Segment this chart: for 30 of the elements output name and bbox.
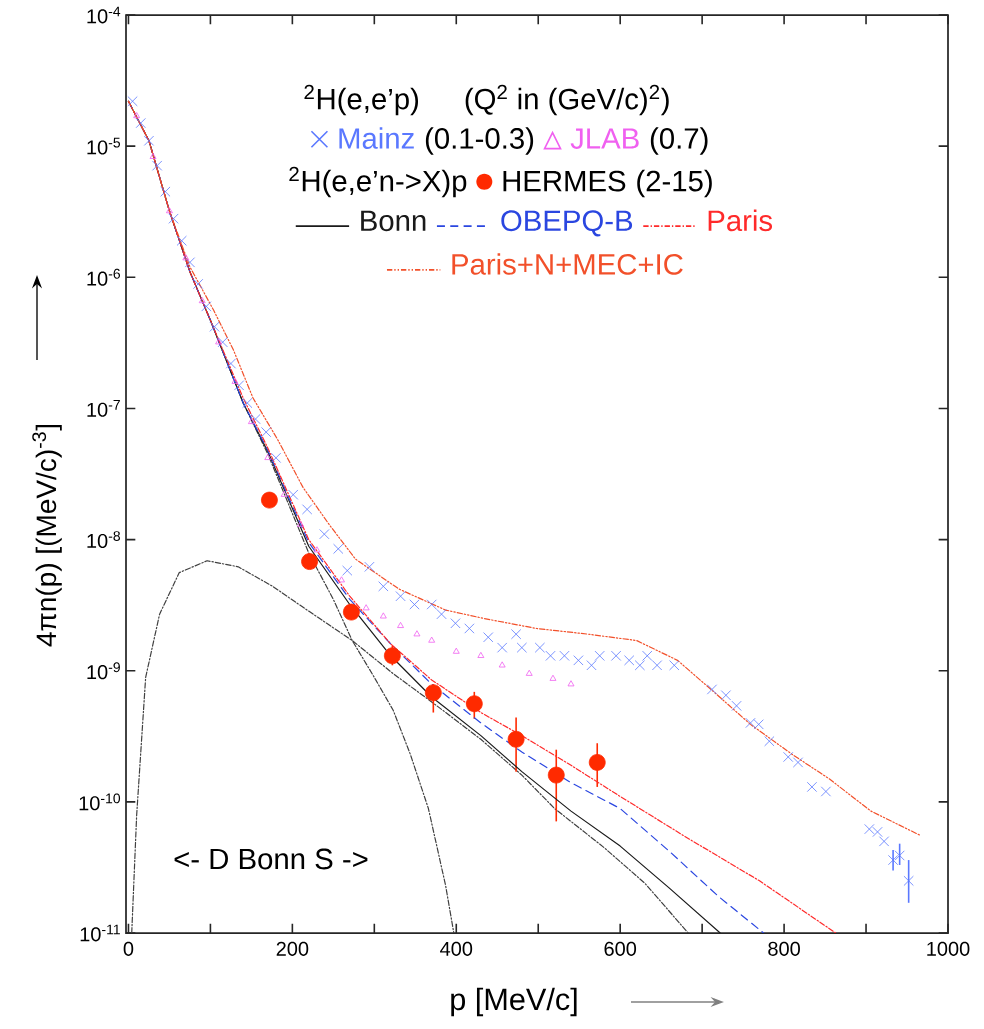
legend-label: Paris [708, 209, 773, 232]
annotation: $^{2}$H(e,e’p) [304, 84, 419, 116]
y-tick-label: 10$^{-9}$ [87, 662, 120, 680]
y-tick-label: 10$^{-5}$ [87, 137, 121, 155]
y-tick-label: 10$^{-11}$ [80, 924, 120, 942]
y-tick-label: 10$^{-4}$ [87, 6, 121, 24]
x-axis-title: p [MeV/c] [451, 987, 577, 1017]
x-tick-label: 800 [768, 941, 800, 956]
y-tick-label: 10$^{-10}$ [79, 793, 121, 811]
legend-label: Bonn [361, 210, 426, 232]
y-axis-title: 4πn(p) [(MeV/c)$^{-3}$] [32, 424, 62, 647]
y-tick-label: 10$^{-7}$ [87, 400, 120, 417]
x-tick-label: 1000 [927, 941, 970, 956]
x-tick-label: 200 [276, 941, 309, 956]
annotation: $^{2}$H(e,e’n->X)p [289, 166, 467, 198]
annotation: (0.7) [650, 127, 708, 155]
legend-label: JLAB [570, 128, 639, 149]
x-tick-label: 600 [604, 941, 637, 956]
legend-label: Mainz [339, 127, 414, 149]
legend-label: HERMES [503, 170, 626, 192]
annotation: (2-15) [637, 169, 712, 198]
legend-label: Paris+N+MEC+IC [452, 253, 683, 275]
annotation: (0.1-0.3) [425, 127, 534, 155]
y-tick-label: 10$^{-8}$ [87, 531, 121, 549]
x-tick-label: 0 [123, 941, 134, 956]
annotation: <- D Bonn S -> [174, 848, 368, 870]
x-tick-label: 400 [440, 941, 473, 956]
annotation: (Q$^{2}$ in (GeV/c)$^{2}$) [465, 84, 669, 116]
y-tick-label: 10$^{-6}$ [87, 268, 121, 286]
legend-label: OBEPQ-B [501, 210, 633, 237]
